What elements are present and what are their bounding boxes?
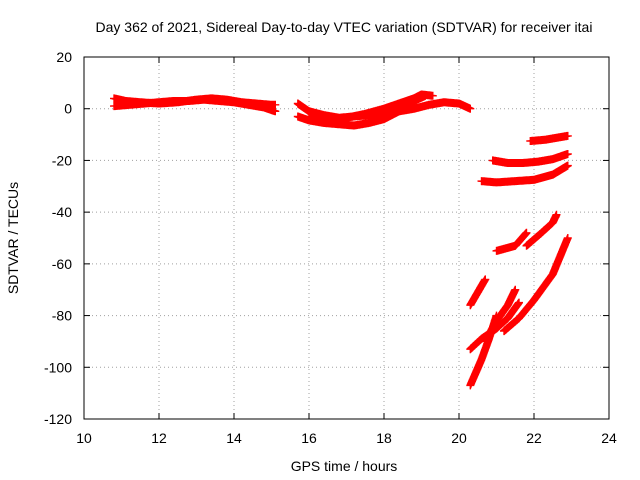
y-tick-label: -40	[52, 204, 72, 220]
x-axis-title: GPS time / hours	[291, 458, 398, 474]
data-point-markers	[488, 150, 572, 167]
x-tick-label: 20	[451, 430, 467, 446]
y-tick-label: 0	[64, 101, 72, 117]
x-tick-label: 18	[376, 430, 392, 446]
axis-ticks: 10 12 14 16 18 20 22 24 20 0 -20 -40 -60 -80 -100 -120	[44, 49, 617, 446]
data-point-markers	[492, 228, 531, 255]
x-tick-label: 16	[301, 430, 317, 446]
y-tick-label: -80	[52, 308, 72, 324]
series-track	[492, 228, 531, 255]
data-point-markers	[110, 95, 280, 116]
data-point-markers	[526, 131, 572, 145]
data-point-markers	[305, 90, 437, 124]
series-track	[526, 131, 572, 145]
series-track	[522, 210, 561, 250]
y-axis-title: SDTVAR / TECUs	[5, 182, 21, 294]
series-track	[477, 161, 572, 187]
series-track	[500, 234, 572, 336]
x-tick-label: 22	[526, 430, 542, 446]
data-marks	[110, 90, 572, 390]
x-tick-label: 12	[151, 430, 167, 446]
series-track	[488, 150, 572, 167]
y-tick-label: 20	[56, 49, 72, 65]
plot-frame	[83, 56, 610, 420]
y-tick-label: -20	[52, 152, 72, 168]
series-track	[481, 285, 520, 346]
data-point-markers	[522, 210, 561, 250]
data-point-markers	[466, 275, 490, 310]
chart-title: Day 362 of 2021, Sidereal Day-to-day VTE…	[96, 19, 593, 35]
data-point-markers	[481, 285, 520, 346]
x-tick-label: 14	[226, 430, 242, 446]
y-tick-label: -100	[44, 359, 72, 375]
x-tick-label: 10	[76, 430, 92, 446]
data-point-markers	[477, 161, 572, 187]
series-track	[466, 275, 490, 310]
series-track	[110, 95, 280, 116]
y-tick-label: -60	[52, 256, 72, 272]
x-tick-label: 24	[601, 430, 617, 446]
series-track	[305, 90, 437, 124]
y-tick-label: -120	[44, 411, 72, 427]
data-point-markers	[500, 234, 572, 336]
